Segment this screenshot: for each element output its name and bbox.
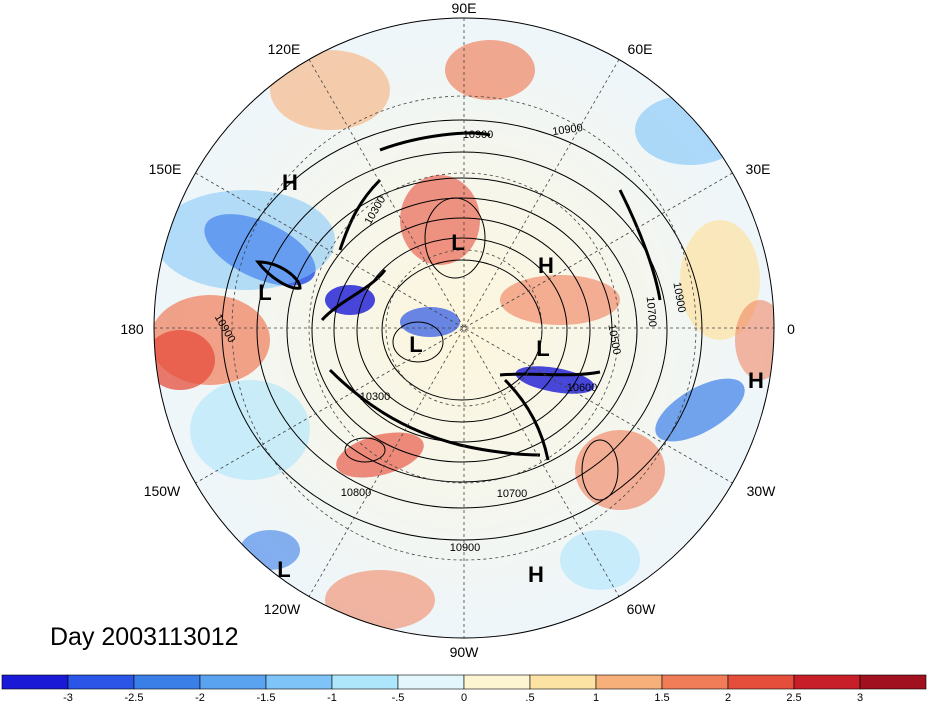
longitude-labels: 90E 60E 30E 0 30W 60W 90W 120W 150W 180 … <box>120 0 795 660</box>
low-center-label: L <box>258 280 271 305</box>
graticule <box>154 18 774 638</box>
colorbar-tick-label: 2 <box>725 692 731 702</box>
lon-label-180: 180 <box>120 321 144 337</box>
colorbar-swatch <box>265 674 333 690</box>
contour-label: 10800 <box>341 487 372 499</box>
colorbar-swatch <box>859 674 927 690</box>
colorbar-swatch <box>727 674 795 690</box>
map-boundary <box>153 17 775 639</box>
colorbar-swatch <box>1 674 69 690</box>
colorbar-tick-label: .5 <box>525 692 534 702</box>
colorbar-tick-label: -2.5 <box>125 692 144 702</box>
lon-label-30w: 30W <box>747 483 777 499</box>
contour-label: 10700 <box>644 296 659 328</box>
lon-label-30e: 30E <box>746 161 771 177</box>
lon-label-60w: 60W <box>627 601 657 617</box>
contour-label: 10900 <box>670 281 687 313</box>
colorbar-tick-label: -.5 <box>392 692 405 702</box>
low-center-label: L <box>536 336 549 361</box>
colorbar-tick-label: -1.5 <box>257 692 276 702</box>
high-center-label: H <box>538 253 554 278</box>
high-center-label: H <box>748 368 764 393</box>
colorbar-swatch <box>67 674 135 690</box>
colorbar-tick-label: -3 <box>63 692 73 702</box>
map-disk <box>153 17 775 639</box>
colorbar-tick-label: 0 <box>461 692 467 702</box>
high-center-label: H <box>528 562 544 587</box>
colorbar-tick-label: 2.5 <box>786 692 801 702</box>
colorbar-swatch <box>397 674 465 690</box>
colorbar-swatch <box>793 674 861 690</box>
lon-label-60e: 60E <box>628 41 653 57</box>
colorbar-tick-label: 3 <box>857 692 863 702</box>
low-center-label: L <box>277 557 290 582</box>
lon-label-120w: 120W <box>264 601 301 617</box>
height-contours <box>221 119 703 541</box>
colorbar-tick-label: -2 <box>195 692 205 702</box>
contour-label: 10600 <box>567 382 598 394</box>
lon-label-150w: 150W <box>144 483 181 499</box>
contour-label: 10700 <box>497 488 528 500</box>
colorbar-swatch <box>529 674 597 690</box>
contour-label: 10900 <box>450 542 481 554</box>
colorbar-tick-label: 1.5 <box>654 692 669 702</box>
colorbar-tick-label: -1 <box>327 692 337 702</box>
lon-label-0: 0 <box>787 321 795 337</box>
high-center-label: H <box>282 170 298 195</box>
colorbar-swatch <box>199 674 267 690</box>
colorbar-swatch <box>331 674 399 690</box>
colorbar-swatch <box>661 674 729 690</box>
contour-label: 10900 <box>463 129 494 141</box>
colorbar-tick-label: 1 <box>593 692 599 702</box>
colorbar: -3 -2.5 -2 -1.5 -1 -.5 0 .5 1 1.5 2 2.5 3 <box>1 674 927 702</box>
contour-label: 10900 <box>552 122 584 138</box>
pressure-centers: H L L H L L H L H <box>258 170 764 587</box>
lon-label-90e: 90E <box>452 0 477 16</box>
lon-label-90w: 90W <box>450 644 480 660</box>
date-title: Day 2003113012 <box>50 623 239 651</box>
colorbar-swatch <box>133 674 201 690</box>
colorbar-swatch <box>595 674 663 690</box>
contour-label: 10500 <box>605 323 622 355</box>
lon-label-150e: 150E <box>149 161 182 177</box>
lon-label-120e: 120E <box>268 41 301 57</box>
contour-label: 10300 <box>360 391 391 403</box>
low-center-label: L <box>451 230 464 255</box>
low-center-label: L <box>409 332 422 357</box>
colorbar-swatch <box>463 674 531 690</box>
